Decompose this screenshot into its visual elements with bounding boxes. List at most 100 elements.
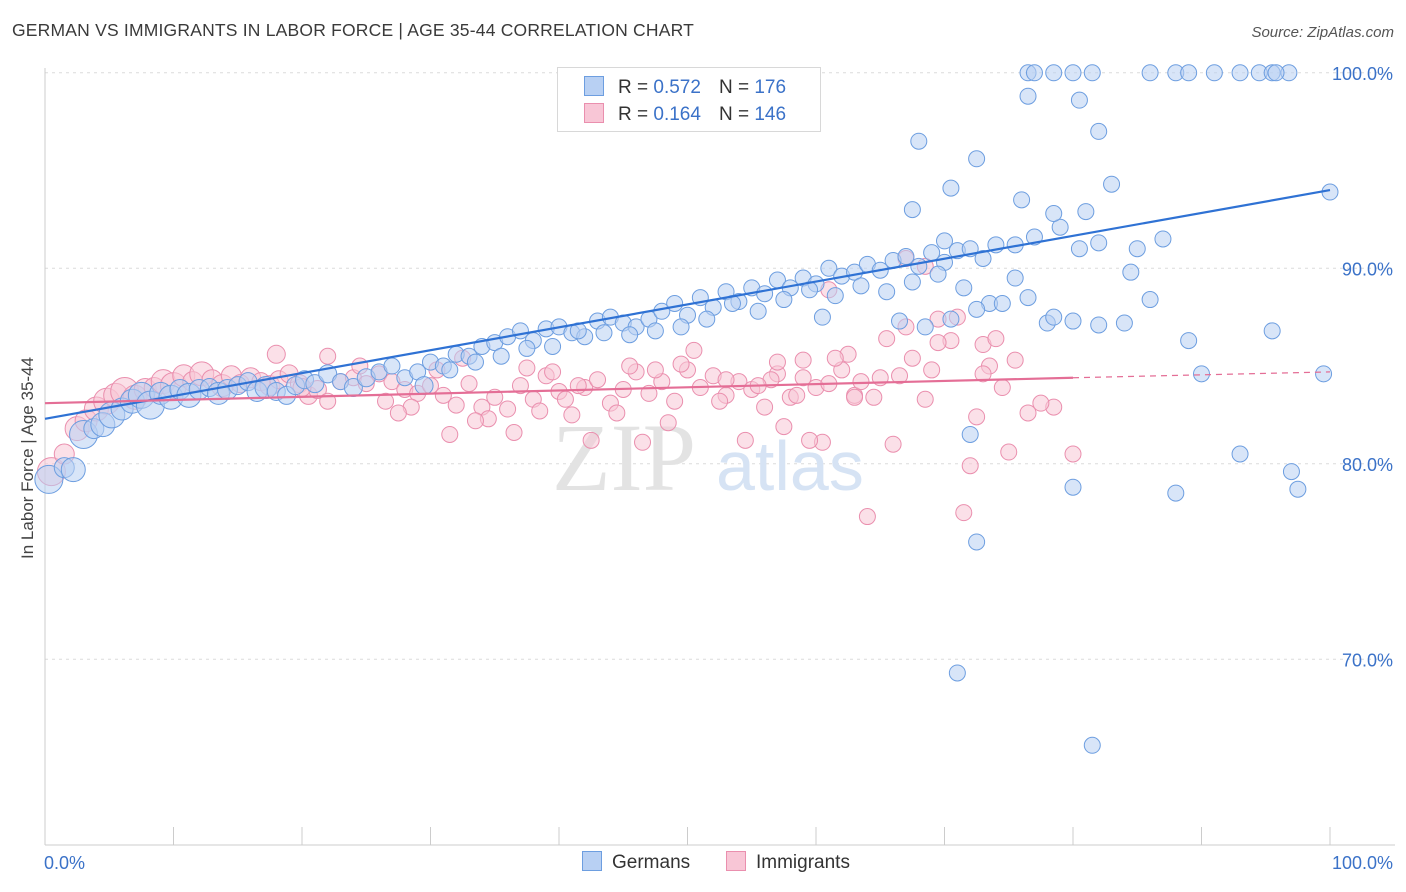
immigrant-point — [608, 404, 626, 422]
german-point — [441, 361, 459, 379]
german-point — [813, 308, 831, 326]
german-point — [1115, 314, 1133, 332]
german-point — [852, 277, 870, 295]
x-tick-label-end: 100.0% — [1332, 853, 1393, 873]
immigrant-point — [736, 431, 754, 449]
german-point — [961, 425, 979, 443]
axes — [44, 68, 1395, 846]
german-point — [1070, 91, 1088, 109]
immigrant-point — [563, 406, 581, 424]
immigrant-point — [1032, 394, 1050, 412]
immigrant-point — [447, 396, 465, 414]
german-point — [646, 322, 664, 340]
german-point — [929, 265, 947, 283]
legend-n-label: N = — [718, 104, 750, 125]
german-point — [1090, 122, 1108, 140]
immigrant-point — [961, 457, 979, 475]
immigrant-point — [582, 431, 600, 449]
immigrant-point — [634, 433, 652, 451]
german-point — [305, 374, 325, 394]
german-point — [621, 326, 639, 344]
german-point — [878, 283, 896, 301]
immigrant-point — [711, 392, 729, 410]
german-point — [1167, 484, 1185, 502]
german-point — [948, 664, 966, 682]
german-point — [1193, 365, 1210, 383]
immigrants-trend-line — [44, 376, 1074, 405]
bottom-legend-germans[interactable]: Germans — [582, 851, 690, 874]
legend-swatch-immigrants — [584, 103, 604, 123]
german-point — [910, 257, 928, 275]
german-point — [1122, 263, 1140, 281]
immigrant-point — [1064, 445, 1082, 463]
immigrants-trend-extension — [1072, 371, 1331, 379]
german-point — [1064, 64, 1082, 82]
german-point — [1090, 316, 1108, 334]
german-point — [1006, 269, 1024, 287]
legend-r-label: R = — [618, 104, 649, 125]
immigrant-point — [846, 388, 864, 406]
immigrant-point — [659, 414, 677, 432]
german-point — [968, 300, 986, 318]
german-point — [544, 337, 562, 355]
immigrant-point — [717, 371, 735, 389]
legend-n-value: 176 — [754, 77, 787, 98]
german-point — [1083, 736, 1101, 754]
immigrant-point — [531, 402, 549, 420]
correlation-legend: R = 0.572 N = 176 R = 0.164 N = 146 — [557, 67, 821, 132]
legend-label-germans: Germans — [612, 852, 691, 873]
immigrant-point — [955, 504, 973, 522]
german-point — [1315, 365, 1333, 383]
german-point — [1013, 191, 1031, 209]
german-point — [1090, 234, 1108, 252]
immigrant-point — [377, 392, 395, 410]
german-point — [414, 376, 434, 396]
immigrant-point — [923, 361, 941, 379]
immigrant-point — [903, 349, 921, 367]
immigrant-point — [891, 367, 909, 385]
german-point — [942, 310, 960, 328]
legend-r-label: R = — [618, 77, 649, 98]
german-point — [968, 533, 986, 551]
german-point — [942, 179, 960, 197]
german-point — [955, 279, 973, 297]
german-point — [698, 310, 716, 328]
immigrant-point — [756, 398, 774, 416]
german-point — [910, 132, 928, 150]
german-point — [1103, 175, 1121, 193]
immigrant-point — [486, 388, 504, 406]
immigrant-point — [389, 404, 407, 422]
gridlines — [45, 72, 1395, 660]
german-point — [1045, 205, 1063, 223]
legend-swatch-immigrants — [726, 851, 746, 871]
immigrant-point — [666, 392, 684, 410]
german-point — [891, 312, 909, 330]
german-point — [1205, 64, 1223, 82]
german-point — [1289, 480, 1307, 498]
legend-n-label: N = — [718, 77, 750, 98]
trend-lines — [44, 188, 1331, 420]
immigrant-point — [434, 386, 452, 404]
bottom-legend-immigrants[interactable]: Immigrants — [726, 851, 850, 874]
immigrant-point — [858, 508, 876, 526]
german-point — [1083, 64, 1101, 82]
immigrant-point — [621, 357, 639, 375]
german-point — [936, 232, 953, 250]
german-point — [1231, 64, 1249, 82]
german-point — [916, 318, 934, 336]
y-tick-label: 80.0% — [1342, 455, 1393, 475]
y-tick-label: 90.0% — [1342, 259, 1393, 279]
immigrant-point — [794, 351, 812, 369]
legend-swatch-germans — [582, 851, 602, 871]
y-tick-label: 70.0% — [1342, 650, 1393, 670]
legend-swatch-germans — [584, 76, 604, 96]
legend-r-value: 0.164 — [653, 104, 701, 125]
immigrant-point — [878, 330, 896, 348]
german-point — [1019, 87, 1037, 105]
german-point — [492, 347, 510, 365]
immigrant-point — [974, 365, 992, 383]
immigrant-point — [646, 361, 664, 379]
german-point — [974, 250, 992, 267]
german-point — [383, 357, 401, 375]
